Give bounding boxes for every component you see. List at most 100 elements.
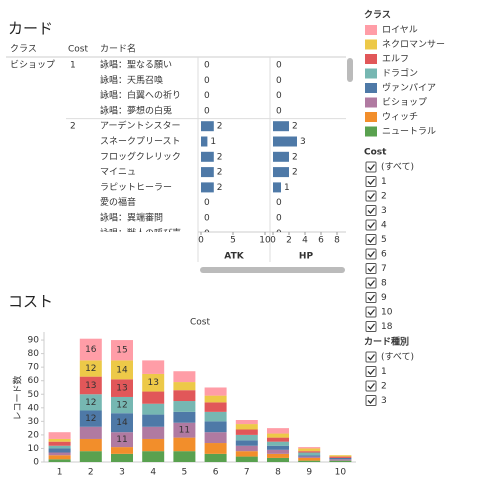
- filter-option[interactable]: 6: [381, 250, 387, 260]
- filter-option[interactable]: 4: [381, 221, 387, 231]
- x-tick-label: 8: [275, 468, 281, 478]
- legend-label[interactable]: ネクロマンサー: [382, 39, 445, 50]
- bar-segment: [111, 432, 133, 448]
- legend-title: クラス: [364, 10, 391, 21]
- bar-segment: [48, 455, 71, 460]
- checkbox[interactable]: [365, 248, 377, 260]
- hp-bar: [273, 167, 289, 178]
- filter-option[interactable]: 3: [381, 396, 387, 406]
- filter-option[interactable]: 9: [381, 293, 387, 303]
- bar-segment: [298, 460, 321, 462]
- bar-segment: [298, 451, 321, 453]
- filter-option[interactable]: 2: [381, 382, 387, 392]
- column-header: カード名: [100, 43, 136, 55]
- legend-label[interactable]: ロイヤル: [382, 26, 418, 36]
- filter-option[interactable]: (すべて): [381, 352, 414, 363]
- legend-swatch[interactable]: [365, 83, 377, 93]
- bar-segment: [111, 413, 133, 433]
- filter-option[interactable]: 3: [381, 206, 387, 216]
- legend-swatch[interactable]: [365, 54, 377, 64]
- bar-segment: [142, 391, 165, 404]
- checkbox[interactable]: [365, 366, 377, 377]
- bar-segment: [329, 456, 352, 458]
- checkbox[interactable]: [365, 292, 377, 303]
- bar-segment: [79, 376, 102, 395]
- bar-segment: [173, 437, 196, 452]
- bar-segment: [173, 451, 196, 462]
- checkbox[interactable]: [365, 176, 377, 187]
- legend-swatch[interactable]: [365, 97, 377, 108]
- legend-swatch[interactable]: [365, 112, 377, 122]
- checkbox[interactable]: [365, 190, 377, 202]
- bar-segment: [142, 360, 165, 374]
- bar-segment: [298, 456, 321, 458]
- bar-segment: [204, 411, 227, 422]
- filter-option[interactable]: 1: [381, 177, 387, 187]
- x-tick-label: 3: [119, 468, 125, 478]
- checkmark: [367, 383, 376, 390]
- checkbox[interactable]: [365, 277, 377, 289]
- checkmark: [367, 323, 376, 330]
- legend-swatch[interactable]: [365, 39, 377, 50]
- y-tick-label: 70: [28, 363, 40, 373]
- card-name: 愛の福音: [100, 196, 136, 208]
- x-tick-label: 2: [88, 468, 94, 478]
- filter-option[interactable]: 10: [381, 308, 393, 318]
- legend-label[interactable]: ドラゴン: [382, 67, 418, 79]
- atk-value: 2: [217, 122, 223, 132]
- filter-title: カード種別: [364, 336, 409, 348]
- bar-segment: [173, 382, 196, 391]
- bar-segment: [142, 403, 165, 415]
- checkmark: [367, 280, 376, 287]
- bar-segment: [329, 459, 352, 461]
- card-name: 詠唱：異端審問: [100, 212, 163, 224]
- legend-label[interactable]: ウィッチ: [382, 112, 418, 123]
- checkbox[interactable]: [365, 234, 377, 245]
- checkbox[interactable]: [365, 306, 377, 318]
- filter-option[interactable]: 18: [381, 322, 393, 332]
- legend-swatch[interactable]: [365, 68, 377, 79]
- bar-segment: [79, 451, 102, 462]
- hp-value: 0: [276, 76, 282, 86]
- checkbox[interactable]: [365, 380, 377, 392]
- checkbox[interactable]: [365, 161, 377, 173]
- atk-bar: [201, 151, 214, 162]
- legend-label[interactable]: エルフ: [382, 55, 409, 65]
- checkbox[interactable]: [365, 321, 377, 332]
- data-label: 14: [116, 365, 128, 375]
- table-body: ビショップ 1 詠唱：聖なる願い 0 0 詠唱：天馬召喚 0 0 詠唱：白翼への祈り 0 0 詠唱：夢…: [10, 59, 346, 232]
- x-tick-label: 8: [334, 236, 340, 246]
- legend-label[interactable]: ニュートラル: [382, 126, 436, 137]
- legend-swatch[interactable]: [365, 25, 377, 35]
- x-tick-label: 5: [230, 236, 236, 246]
- hp-value: 3: [300, 137, 306, 147]
- bar-segment: [267, 453, 289, 458]
- bar-segment: [235, 445, 258, 452]
- bar-segment: [235, 434, 258, 441]
- legend-label[interactable]: ビショップ: [382, 97, 427, 108]
- y-axis-title: レコード数: [12, 375, 24, 420]
- filter-option[interactable]: (すべて): [381, 162, 414, 173]
- checkbox[interactable]: [365, 395, 377, 406]
- axis-title: ATK: [224, 252, 244, 262]
- filter-option[interactable]: 8: [381, 279, 387, 289]
- checkbox[interactable]: [365, 263, 377, 274]
- scrollbar-h[interactable]: [200, 267, 345, 273]
- filter-option[interactable]: 2: [381, 192, 387, 202]
- card-name: フロッグクレリック: [100, 150, 181, 162]
- legend-swatch[interactable]: [365, 126, 377, 137]
- checkmark: [367, 207, 376, 214]
- legend-label[interactable]: ヴァンパイア: [382, 82, 436, 94]
- filter-option[interactable]: 1: [381, 367, 387, 377]
- filter-option[interactable]: 5: [381, 235, 387, 245]
- bar-segment: [173, 390, 196, 402]
- bar-segment: [329, 460, 352, 462]
- checkbox[interactable]: [365, 219, 377, 231]
- checkbox[interactable]: [365, 205, 377, 216]
- x-tick-label: 0: [198, 236, 204, 246]
- checkbox[interactable]: [365, 351, 377, 363]
- bar-segment: [48, 459, 71, 462]
- scrollbar-v[interactable]: [347, 58, 353, 82]
- filter-option[interactable]: 7: [381, 264, 387, 274]
- checkmark: [367, 354, 376, 361]
